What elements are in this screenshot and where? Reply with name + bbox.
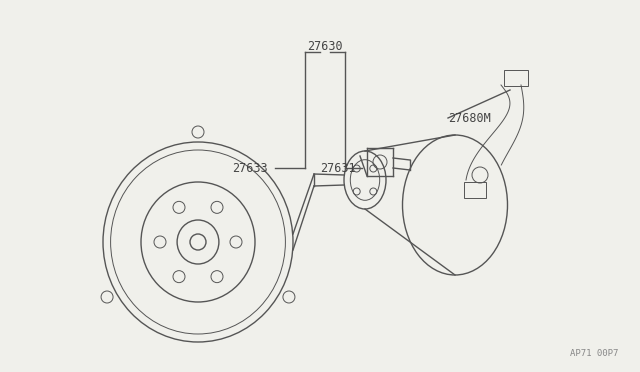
- Text: 27680M: 27680M: [448, 112, 491, 125]
- Text: 27630: 27630: [307, 39, 343, 52]
- Text: 27631: 27631: [320, 161, 356, 174]
- Text: 27633: 27633: [232, 161, 268, 174]
- Text: AP71 00P7: AP71 00P7: [570, 349, 618, 358]
